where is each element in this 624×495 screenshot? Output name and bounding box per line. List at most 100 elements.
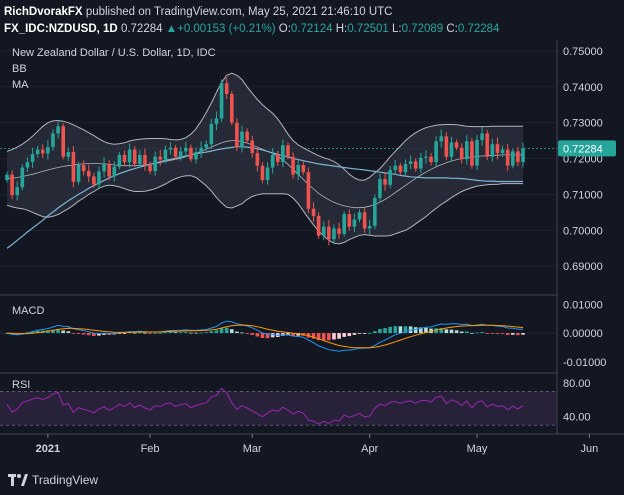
candle-body[interactable] bbox=[306, 172, 311, 209]
candle-body[interactable] bbox=[357, 212, 362, 220]
candle-body[interactable] bbox=[286, 145, 290, 157]
candle-body[interactable] bbox=[224, 83, 229, 94]
candle-body[interactable] bbox=[76, 164, 81, 182]
candle-body[interactable] bbox=[35, 149, 40, 155]
candle-body[interactable] bbox=[373, 197, 377, 226]
candle-body[interactable] bbox=[301, 164, 306, 173]
candle-body[interactable] bbox=[429, 156, 433, 163]
candle-body[interactable] bbox=[250, 140, 255, 154]
candle-body[interactable] bbox=[30, 154, 35, 163]
candle-body[interactable] bbox=[367, 225, 372, 229]
candle-body[interactable] bbox=[465, 141, 469, 160]
candle-body[interactable] bbox=[337, 228, 341, 234]
candle-body[interactable] bbox=[189, 147, 193, 160]
candle-body[interactable] bbox=[153, 156, 157, 172]
candle-body[interactable] bbox=[229, 93, 234, 123]
candle-body[interactable] bbox=[470, 141, 474, 166]
candle-body[interactable] bbox=[424, 156, 428, 158]
candle-body[interactable] bbox=[25, 162, 30, 168]
candle-body[interactable] bbox=[362, 212, 367, 229]
candle-body[interactable] bbox=[71, 152, 76, 182]
candle-body[interactable] bbox=[61, 126, 65, 157]
candle-body[interactable] bbox=[383, 178, 387, 185]
candle-body[interactable] bbox=[485, 133, 490, 157]
candle-body[interactable] bbox=[40, 149, 45, 154]
candle-body[interactable] bbox=[291, 156, 295, 175]
candle-body[interactable] bbox=[102, 163, 106, 172]
candle-body[interactable] bbox=[352, 219, 357, 227]
candle-body[interactable] bbox=[439, 136, 444, 142]
candle-body[interactable] bbox=[398, 165, 403, 173]
candle-body[interactable] bbox=[480, 133, 484, 140]
candle-body[interactable] bbox=[112, 166, 117, 177]
candle-body[interactable] bbox=[505, 149, 510, 166]
bb-legend[interactable]: BB bbox=[12, 63, 27, 75]
candle-body[interactable] bbox=[342, 214, 346, 234]
candle-body[interactable] bbox=[316, 215, 321, 236]
candle-body[interactable] bbox=[516, 151, 520, 163]
candle-body[interactable] bbox=[163, 149, 168, 160]
candle-body[interactable] bbox=[260, 165, 265, 181]
candle-body[interactable] bbox=[444, 136, 449, 157]
candle-body[interactable] bbox=[158, 156, 163, 160]
candle-body[interactable] bbox=[5, 174, 9, 181]
candle-body[interactable] bbox=[51, 133, 55, 148]
candle-body[interactable] bbox=[296, 164, 301, 175]
candle-body[interactable] bbox=[327, 226, 331, 240]
candle-body[interactable] bbox=[378, 178, 382, 198]
candle-body[interactable] bbox=[46, 147, 50, 154]
candle-body[interactable] bbox=[97, 171, 101, 185]
candle-body[interactable] bbox=[81, 164, 86, 172]
candle-body[interactable] bbox=[413, 161, 418, 169]
candle-body[interactable] bbox=[347, 214, 352, 227]
candle-body[interactable] bbox=[459, 147, 464, 160]
candle-body[interactable] bbox=[454, 142, 459, 148]
candle-body[interactable] bbox=[168, 147, 173, 150]
candle-body[interactable] bbox=[66, 152, 71, 157]
author-name[interactable]: RichDvorakFX bbox=[4, 6, 83, 18]
candle-body[interactable] bbox=[275, 154, 280, 163]
candle-body[interactable] bbox=[235, 122, 239, 148]
candle-body[interactable] bbox=[245, 131, 249, 141]
candle-body[interactable] bbox=[132, 149, 137, 164]
candle-body[interactable] bbox=[204, 144, 209, 148]
candle-body[interactable] bbox=[332, 228, 336, 240]
candle-body[interactable] bbox=[20, 167, 25, 188]
candle-body[interactable] bbox=[92, 176, 96, 185]
candle-body[interactable] bbox=[199, 147, 203, 153]
candle-body[interactable] bbox=[56, 126, 60, 134]
rsi-legend[interactable]: RSI bbox=[12, 379, 31, 391]
candle-body[interactable] bbox=[86, 171, 91, 177]
symbol-label[interactable]: FX_IDC:NZDUSD, 1D bbox=[4, 23, 118, 35]
candle-body[interactable] bbox=[255, 153, 260, 166]
candle-body[interactable] bbox=[219, 83, 224, 119]
candle-body[interactable] bbox=[143, 154, 147, 165]
ma-legend[interactable]: MA bbox=[12, 79, 29, 91]
candle-body[interactable] bbox=[122, 154, 127, 163]
candle-body[interactable] bbox=[419, 157, 423, 169]
candle-body[interactable] bbox=[388, 170, 392, 185]
candle-body[interactable] bbox=[311, 208, 316, 216]
candle-body[interactable] bbox=[393, 165, 398, 171]
candle-body[interactable] bbox=[403, 163, 408, 173]
candle-body[interactable] bbox=[117, 154, 122, 167]
candle-body[interactable] bbox=[240, 131, 244, 148]
candle-body[interactable] bbox=[138, 154, 142, 164]
candle-body[interactable] bbox=[15, 187, 20, 196]
candle-body[interactable] bbox=[281, 145, 285, 163]
candle-body[interactable] bbox=[495, 144, 500, 154]
candle-body[interactable] bbox=[178, 151, 183, 157]
candle-body[interactable] bbox=[184, 147, 188, 152]
candle-body[interactable] bbox=[475, 139, 479, 166]
candle-body[interactable] bbox=[490, 144, 495, 157]
candle-body[interactable] bbox=[449, 142, 454, 157]
candle-body[interactable] bbox=[321, 226, 326, 236]
candle-body[interactable] bbox=[510, 151, 515, 166]
candle-body[interactable] bbox=[127, 149, 132, 163]
candle-body[interactable] bbox=[173, 147, 178, 157]
candle-body[interactable] bbox=[10, 174, 14, 196]
candle-body[interactable] bbox=[194, 152, 198, 160]
candle-body[interactable] bbox=[521, 148, 525, 163]
candle-body[interactable] bbox=[408, 161, 413, 164]
